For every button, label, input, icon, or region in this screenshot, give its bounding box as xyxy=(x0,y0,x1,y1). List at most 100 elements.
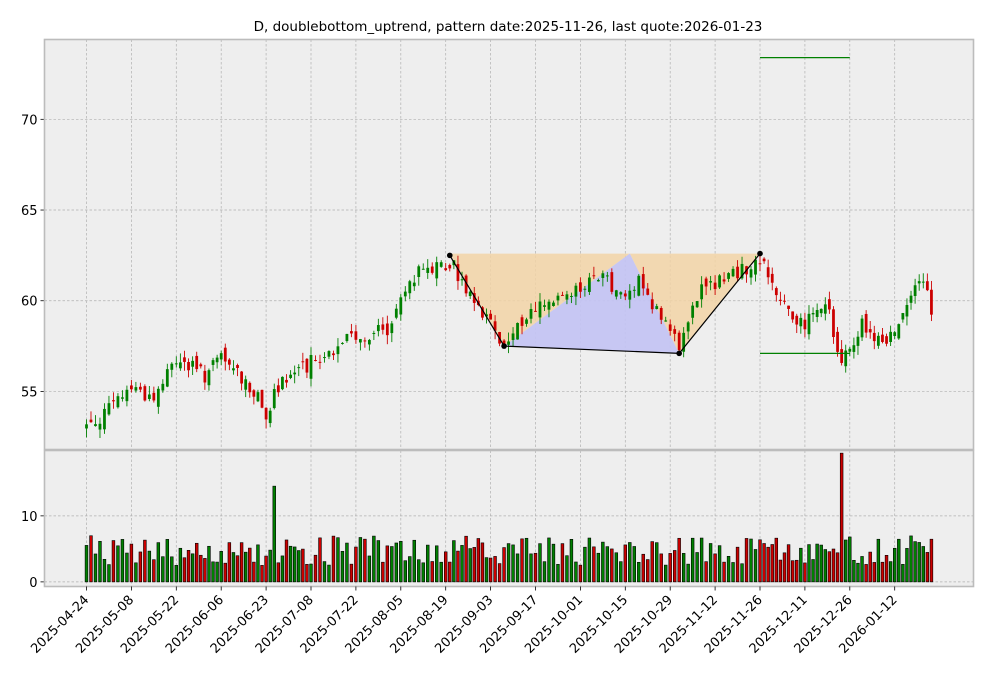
volume-bar xyxy=(901,564,905,583)
volume-bar xyxy=(322,561,327,583)
candle-body xyxy=(570,295,573,297)
candle-body xyxy=(195,355,199,370)
volume-bar xyxy=(632,546,636,583)
volume-bar xyxy=(848,536,852,583)
volume-bar xyxy=(844,539,848,583)
candle-body xyxy=(823,304,827,314)
volume-bar xyxy=(358,537,363,583)
volume-bar xyxy=(909,535,913,583)
candle-body xyxy=(727,273,730,279)
candle-body xyxy=(412,282,416,287)
candle-body xyxy=(836,331,839,352)
volume-tick-label: 0 xyxy=(29,576,37,591)
candle-body xyxy=(276,385,280,393)
candle-body xyxy=(840,349,844,363)
volume-bar xyxy=(815,543,819,583)
candle-body xyxy=(762,258,766,262)
candle-body xyxy=(297,367,301,369)
candle-body xyxy=(341,342,344,344)
volume-bar xyxy=(753,549,758,583)
candle-body xyxy=(134,387,138,391)
candle-body xyxy=(799,317,803,327)
volume-bar xyxy=(659,553,663,583)
candle-body xyxy=(623,293,627,297)
volume-bar xyxy=(235,555,240,583)
volume-bar xyxy=(872,562,876,583)
volume-tick-label: 10 xyxy=(21,510,38,525)
volume-panel-frame xyxy=(43,449,975,588)
pattern-fill-blue xyxy=(504,253,680,354)
volume-bar xyxy=(313,554,318,583)
candle-body xyxy=(178,362,182,369)
candle-body xyxy=(682,332,686,352)
candle-body xyxy=(289,374,292,378)
candle-body xyxy=(489,313,492,320)
volume-bar xyxy=(390,546,394,583)
volume-bar xyxy=(790,560,795,583)
volume-bar xyxy=(610,548,614,583)
candle-body xyxy=(637,275,641,296)
candle-body xyxy=(130,385,133,390)
candle-body xyxy=(852,345,856,352)
volume-bar xyxy=(596,552,601,583)
volume-bar xyxy=(807,544,811,583)
candle-body xyxy=(803,319,807,330)
candle-body xyxy=(244,379,248,390)
price-tick-label: 55 xyxy=(21,385,38,400)
candle-body xyxy=(215,357,219,363)
candle-body xyxy=(511,333,515,340)
candle-body xyxy=(199,364,203,367)
volume-bar xyxy=(435,545,439,583)
candle-body xyxy=(579,282,582,292)
volume-bar xyxy=(309,563,313,583)
volume-bar xyxy=(592,546,596,583)
candle-body xyxy=(327,351,331,357)
volume-bar xyxy=(272,485,276,583)
candle-body xyxy=(399,297,403,315)
volume-bar xyxy=(502,547,506,583)
candle-body xyxy=(426,267,430,273)
volume-bar xyxy=(708,543,713,583)
candle-body xyxy=(905,304,909,317)
volume-bar xyxy=(297,550,301,583)
candle-body xyxy=(165,369,169,387)
volume-bar xyxy=(731,562,735,583)
volume-bar xyxy=(770,544,774,583)
volume-bar xyxy=(480,542,485,583)
volume-bar xyxy=(677,537,681,583)
volume-bar xyxy=(372,535,376,583)
volume-bar xyxy=(852,559,856,583)
volume-bar xyxy=(476,538,481,583)
volume-bar xyxy=(668,553,672,583)
candle-body xyxy=(318,361,322,363)
volume-bar xyxy=(107,564,111,583)
volume-bar xyxy=(529,553,533,583)
candle-body xyxy=(864,313,868,333)
volume-panel: 0 10 xyxy=(21,449,975,591)
candle-body xyxy=(138,386,142,390)
candle-body xyxy=(170,363,174,370)
candle-body xyxy=(673,329,677,334)
volume-bar xyxy=(884,555,889,583)
candle-body xyxy=(736,266,739,279)
volume-bar xyxy=(704,561,708,583)
candle-body xyxy=(252,390,256,397)
candle-body xyxy=(481,307,484,318)
volume-bar xyxy=(619,561,623,583)
volume-bar xyxy=(637,561,641,583)
candle-body xyxy=(103,408,106,430)
volume-bar xyxy=(190,553,195,583)
volume-bar xyxy=(93,553,98,583)
candle-body xyxy=(507,341,510,345)
candle-body xyxy=(227,359,231,365)
volume-bar xyxy=(803,562,807,583)
volume-bar xyxy=(385,545,390,583)
pattern-point xyxy=(501,343,507,349)
pattern-layer xyxy=(449,253,760,354)
candle-body xyxy=(305,358,309,373)
candle-body xyxy=(345,333,349,342)
volume-bar xyxy=(740,563,744,583)
candle-body xyxy=(421,268,425,270)
volume-bar xyxy=(524,537,529,583)
volume-bar xyxy=(690,537,695,583)
